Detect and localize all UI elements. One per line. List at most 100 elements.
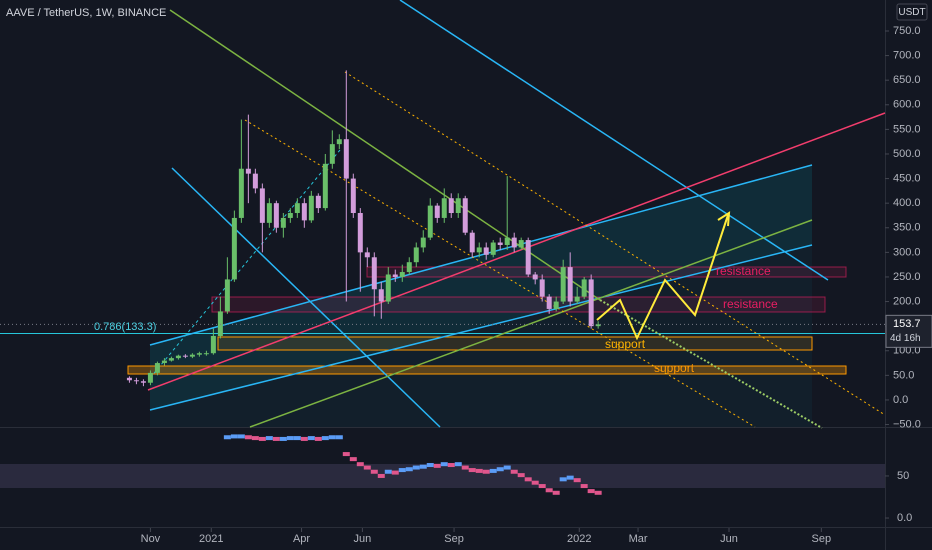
indicator-point [237,434,245,439]
trend-line [599,299,823,429]
indicator-point [363,465,371,470]
trend-line [171,167,441,428]
indicator-point [279,436,287,441]
indicator-point [293,436,301,441]
candle-body [504,237,510,245]
indicator-point [587,489,595,494]
candle-body [147,372,153,383]
channel-fill [150,165,812,410]
x-tick-label: 2022 [567,533,591,545]
candle-body [357,213,363,253]
annotation: resistance [716,264,771,278]
annotation: support [654,361,695,375]
candle-body [336,139,342,145]
indicator-point [496,467,504,472]
marks [0,70,885,495]
indicator-point [384,469,392,474]
x-tick-label: Nov [141,533,161,545]
indicator-point [328,435,336,440]
candle-body [280,217,286,228]
indicator-point [559,477,567,482]
candle-body [434,205,440,218]
indicator-point [391,470,399,475]
candle-body [168,358,174,361]
x-tick-label: Jun [720,533,738,545]
trend-line [399,0,829,281]
candle-body [378,289,384,302]
x-tick-label: Sep [444,533,464,545]
y-tick-label: 700.0 [893,49,921,61]
indicator-point [447,463,455,468]
indicator-point [475,468,483,473]
y-tick-label: −50.0 [893,418,921,430]
projection-arrow [717,211,731,227]
candle-body [588,279,594,327]
x-tick-label: Sep [812,533,832,545]
indicator-point [349,457,357,462]
indicator-point [335,435,343,440]
indicator-point [482,469,490,474]
fib-label: 0.786(133.3) [94,321,156,333]
chart-title: AAVE / TetherUS, 1W, BINANCE [6,7,166,19]
indicator-point [503,465,511,470]
y-tick-label: 0.0 [897,512,912,524]
candle-body [413,247,419,263]
candle-body [210,335,216,354]
candle-body [287,213,293,218]
candle-body [189,354,195,357]
currency-box [896,3,928,21]
annotation: support [605,337,646,351]
last-price-label: 153.7 [893,318,921,330]
resistance-zone [366,266,847,278]
indicator-point [468,468,476,473]
indicator-point [524,477,532,482]
y-tick-label: 500.0 [893,148,921,160]
trend-line [344,71,886,416]
candle-body [497,242,503,245]
indicator-point [265,436,273,441]
candle-body [476,247,482,253]
indicator-point [356,462,364,467]
candle-body [259,188,265,223]
price-tag [885,314,932,348]
indicator-point [223,435,231,440]
candle-body [315,195,321,209]
candle-body [203,353,209,355]
y-tick-label: 50 [897,470,909,482]
y-tick-label: 400.0 [893,197,921,209]
candle-body [560,267,566,302]
indicator-point [419,464,427,469]
support-zone [217,336,813,351]
candle-body [490,242,496,255]
candle-body [525,240,531,275]
indicator-point [594,490,602,495]
candle-body [364,252,370,258]
candle-body [595,324,601,327]
projection-path [596,214,729,341]
candle-body [546,296,552,309]
indicator-point [370,469,378,474]
indicator-point [454,462,462,467]
candle-body [371,257,377,290]
y-tick-label: 250.0 [893,271,921,283]
y-tick-label: 750.0 [893,25,921,37]
candle-body [182,355,188,357]
candle-body [224,279,230,312]
indicator-point [531,480,539,485]
y-tick-label: 550.0 [893,123,921,135]
candle-body [133,380,139,382]
x-tick-label: 2021 [199,533,223,545]
indicator-point [314,436,322,441]
indicator-point [580,484,588,489]
candle-body [441,198,447,218]
candle-body [231,217,237,280]
y-tick-label: 350.0 [893,222,921,234]
candle-body [581,279,587,297]
indicator-point [258,436,266,441]
candle-body [301,203,307,221]
candle-body [567,267,573,302]
candle-body [343,139,349,179]
indicator-point [517,473,525,478]
indicator-point [510,469,518,474]
